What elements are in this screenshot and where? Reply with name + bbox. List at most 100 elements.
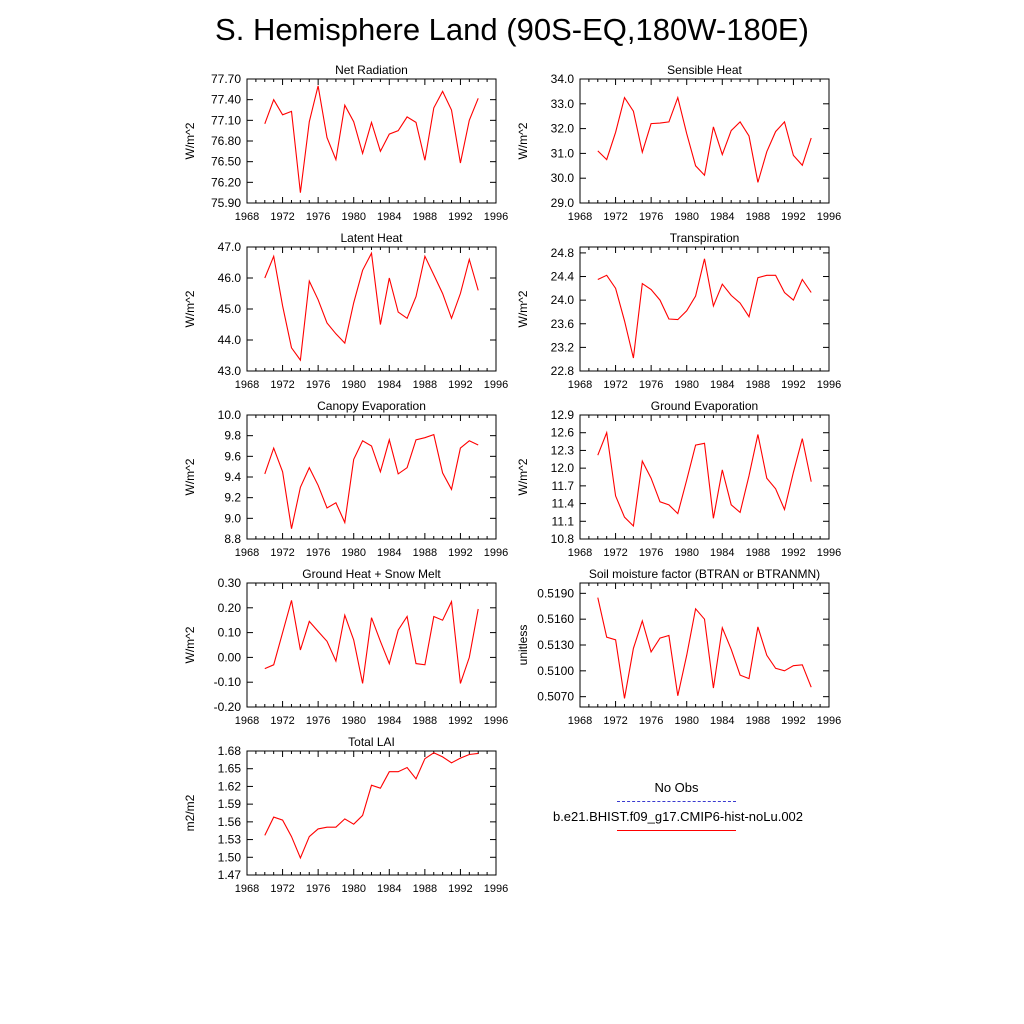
y-tick-label: 23.6 [551, 317, 575, 331]
y-tick-label: 75.90 [211, 196, 241, 210]
y-tick-label: 45.0 [218, 302, 242, 316]
y-tick-label: 0.30 [218, 576, 242, 590]
y-tick-label: 0.5100 [537, 664, 574, 678]
y-tick-label: 1.59 [218, 797, 242, 811]
x-tick-label: 1984 [710, 211, 734, 223]
x-tick-label: 1996 [484, 883, 508, 895]
y-tick-label: 8.8 [224, 532, 241, 546]
x-tick-label: 1976 [639, 379, 663, 391]
x-tick-label: 1992 [781, 547, 805, 559]
x-tick-label: 1972 [270, 211, 294, 223]
x-tick-label: 1968 [568, 379, 592, 391]
x-tick-label: 1976 [639, 715, 663, 727]
plot-frame [246, 78, 497, 204]
x-tick-label: 1984 [710, 715, 734, 727]
panel-title: Ground Heat + Snow Melt [302, 567, 441, 581]
x-tick-label: 1976 [306, 211, 330, 223]
x-tick-label: 1968 [235, 379, 259, 391]
y-tick-label: 11.7 [552, 479, 575, 493]
x-tick-label: 1996 [817, 547, 841, 559]
x-tick-label: 1968 [235, 211, 259, 223]
series-line [597, 597, 812, 699]
y-tick-label: 0.20 [218, 601, 242, 615]
y-tick-label: 11.1 [552, 514, 575, 528]
series-line [597, 430, 812, 528]
y-axis-label: W/m^2 [183, 626, 197, 663]
y-tick-label: 24.4 [551, 270, 575, 284]
y-tick-label: 34.0 [551, 72, 575, 86]
x-tick-label: 1976 [639, 211, 663, 223]
x-tick-label: 1996 [484, 547, 508, 559]
x-tick-label: 1980 [341, 883, 365, 895]
y-tick-label: 9.4 [224, 470, 241, 484]
y-tick-label: 0.5160 [537, 612, 574, 626]
y-axis-label: W/m^2 [183, 458, 197, 495]
plot-frame [579, 246, 830, 372]
legend-model-line [617, 830, 736, 831]
y-tick-label: 0.5070 [537, 690, 574, 704]
x-tick-label: 1992 [448, 379, 472, 391]
y-tick-label: 9.2 [224, 491, 241, 505]
x-tick-label: 1996 [817, 715, 841, 727]
y-tick-label: 0.5190 [537, 586, 574, 600]
x-tick-label: 1984 [377, 211, 401, 223]
y-tick-label: 1.47 [218, 868, 242, 882]
x-tick-label: 1988 [746, 379, 770, 391]
x-tick-label: 1976 [306, 715, 330, 727]
y-tick-label: 1.53 [218, 833, 242, 847]
panel-title: Total LAI [348, 735, 395, 749]
y-tick-label: 76.50 [211, 155, 241, 169]
y-tick-label: 0.10 [218, 626, 242, 640]
y-tick-label: 77.40 [211, 93, 241, 107]
legend-obs-label: No Obs [654, 780, 699, 795]
x-tick-label: 1968 [568, 715, 592, 727]
panel-title: Canopy Evaporation [317, 399, 426, 413]
y-tick-label: 11.4 [552, 497, 575, 511]
x-tick-label: 1980 [674, 715, 698, 727]
plot-frame [579, 582, 830, 708]
x-tick-label: 1980 [341, 715, 365, 727]
x-tick-label: 1992 [781, 379, 805, 391]
y-tick-label: -0.10 [214, 675, 242, 689]
x-tick-label: 1972 [270, 883, 294, 895]
y-tick-label: 12.3 [551, 443, 575, 457]
x-tick-label: 1972 [270, 379, 294, 391]
x-tick-label: 1972 [603, 379, 627, 391]
y-tick-label: 77.70 [211, 72, 241, 86]
x-tick-label: 1972 [603, 715, 627, 727]
y-axis-label: unitless [516, 625, 530, 666]
x-tick-label: 1984 [710, 547, 734, 559]
y-tick-label: 1.65 [218, 762, 242, 776]
x-tick-label: 1980 [341, 547, 365, 559]
figure-title: S. Hemisphere Land (90S-EQ,180W-180E) [215, 12, 809, 47]
y-tick-label: 10.0 [218, 408, 242, 422]
y-tick-label: 1.50 [218, 850, 242, 864]
panel-title: Soil moisture factor (BTRAN or BTRANMN) [589, 567, 820, 581]
x-tick-label: 1984 [377, 883, 401, 895]
x-tick-label: 1992 [781, 715, 805, 727]
plot-frame [246, 582, 497, 708]
panel-3: Transpiration W/m^2 22.8 23.2 23.6 24.0 24.4 24… [516, 231, 841, 391]
x-tick-label: 1976 [306, 547, 330, 559]
x-tick-label: 1968 [568, 547, 592, 559]
y-tick-label: 33.0 [551, 97, 575, 111]
x-tick-label: 1984 [377, 715, 401, 727]
y-tick-label: 31.0 [551, 146, 575, 160]
panel-1: Sensible Heat W/m^2 29.0 30.0 31.0 32.0 33.0 34… [516, 63, 841, 223]
x-tick-label: 1992 [781, 211, 805, 223]
plot-frame [579, 414, 830, 540]
panel-5: Ground Evaporation W/m^2 10.8 11.1 11.4 11.7 1… [516, 399, 841, 559]
y-tick-label: 24.8 [551, 246, 575, 260]
y-axis-label: W/m^2 [516, 122, 530, 159]
x-tick-label: 1992 [448, 883, 472, 895]
y-tick-label: 12.6 [551, 426, 575, 440]
x-tick-label: 1996 [817, 211, 841, 223]
y-axis-label: W/m^2 [516, 290, 530, 327]
x-tick-label: 1976 [306, 379, 330, 391]
legend-model-label: b.e21.BHIST.f09_g17.CMIP6-hist-noLu.002 [552, 809, 804, 824]
panel-title: Net Radiation [335, 63, 408, 77]
panel-4: Canopy Evaporation W/m^2 8.8 9.0 9.2 9.4 9.6 9.… [183, 399, 508, 559]
series-line [597, 258, 812, 359]
y-tick-label: 44.0 [218, 333, 242, 347]
x-tick-label: 1968 [235, 547, 259, 559]
